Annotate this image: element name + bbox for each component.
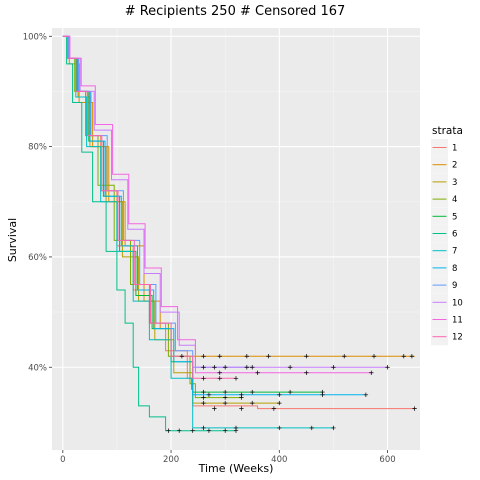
censor-mark	[250, 365, 255, 370]
censor-mark	[244, 354, 250, 359]
censor-mark	[222, 365, 228, 370]
censor-mark	[401, 354, 406, 359]
legend-label: 9	[452, 281, 457, 291]
legend-label: 2	[452, 161, 457, 171]
legend-label: 1	[452, 144, 457, 154]
censor-mark	[212, 365, 217, 370]
censor-mark	[222, 400, 228, 406]
censor-mark	[363, 392, 369, 398]
censor-mark	[309, 425, 314, 431]
series-line-11	[62, 35, 372, 374]
censor-mark	[239, 392, 244, 398]
censor-mark	[331, 365, 336, 370]
legend-label: 6	[452, 230, 457, 240]
censor-marks	[166, 354, 417, 433]
y-tick-label: 60%	[28, 253, 47, 263]
censor-mark	[217, 370, 222, 375]
series-group	[62, 35, 415, 432]
censor-mark	[201, 400, 206, 406]
censor-mark	[233, 376, 239, 381]
censor-mark	[277, 392, 282, 398]
censor-mark	[304, 370, 309, 375]
censor-mark	[222, 389, 228, 395]
censor-mark	[250, 389, 255, 395]
censor-mark	[201, 389, 206, 395]
legend-label: 3	[452, 178, 457, 188]
censor-mark	[212, 406, 217, 411]
censor-mark	[222, 428, 228, 433]
series-line-12	[62, 35, 236, 379]
y-tick-label: 100%	[23, 32, 47, 42]
y-tick-label: 40%	[28, 363, 47, 373]
censor-mark	[201, 376, 206, 381]
censor-mark	[277, 400, 282, 406]
x-tick-label: 200	[163, 455, 179, 465]
censor-mark	[239, 406, 244, 411]
censor-mark	[255, 370, 260, 375]
censor-mark	[217, 376, 222, 381]
legend-title: strata	[432, 125, 463, 137]
censor-mark	[320, 392, 325, 398]
x-axis-ticks: 0 200 400 600	[60, 450, 396, 465]
censor-mark	[250, 400, 255, 406]
y-tick-label: 80%	[28, 143, 47, 153]
x-axis-title: Time (Weeks)	[198, 462, 274, 475]
censor-mark	[304, 354, 309, 359]
censor-mark	[369, 370, 374, 375]
censor-mark	[287, 389, 293, 395]
censor-mark	[412, 406, 417, 411]
censor-mark	[190, 428, 195, 433]
legend-label: 5	[452, 212, 457, 222]
censor-mark	[385, 365, 390, 370]
censor-mark	[244, 365, 250, 370]
censor-mark	[342, 354, 347, 359]
censor-mark	[271, 406, 277, 411]
censor-mark	[179, 354, 185, 359]
censor-mark	[371, 354, 377, 359]
chart-title: # Recipients 250 # Censored 167	[125, 4, 346, 19]
legend-label: 10	[452, 298, 463, 308]
x-tick-label: 0	[60, 455, 65, 465]
censor-mark	[331, 425, 336, 431]
legend-label: 12	[452, 333, 463, 343]
censor-mark	[176, 428, 182, 433]
y-axis-title: Survival	[6, 218, 19, 262]
y-axis-ticks: 40% 60% 80% 100%	[23, 32, 52, 373]
legend-label: 7	[452, 247, 457, 257]
censor-mark	[409, 354, 415, 359]
censor-mark	[201, 425, 206, 431]
censor-mark	[201, 365, 206, 370]
censor-mark	[201, 395, 206, 400]
censor-mark	[201, 354, 206, 359]
series-line-6	[62, 35, 236, 432]
legend-label: 4	[452, 195, 457, 205]
censor-mark	[206, 392, 212, 398]
x-tick-label: 400	[271, 455, 287, 465]
censor-mark	[287, 365, 293, 370]
legend-label: 8	[452, 264, 457, 274]
series-line-9	[62, 35, 253, 368]
censor-mark	[166, 428, 171, 433]
legend-label: 11	[452, 316, 463, 326]
censor-mark	[233, 425, 239, 431]
censor-mark	[222, 395, 228, 400]
censor-mark	[266, 354, 271, 359]
x-tick-label: 600	[379, 455, 395, 465]
censor-mark	[277, 425, 282, 431]
censor-mark	[206, 428, 212, 433]
censor-mark	[217, 354, 222, 359]
